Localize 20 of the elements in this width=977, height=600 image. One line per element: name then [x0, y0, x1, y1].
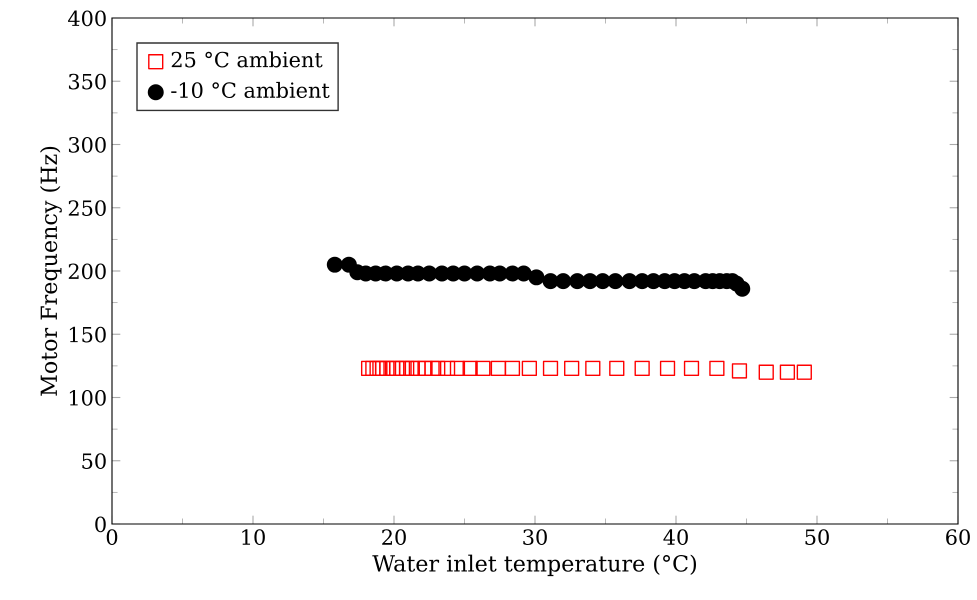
- x-tick-label: 0: [106, 529, 118, 545]
- x-axis-title: Water inlet temperature (°C): [372, 554, 696, 576]
- y-tick-label: 250: [68, 200, 106, 216]
- y-tick-label: 300: [68, 136, 106, 153]
- y-tick-label: 150: [70, 326, 106, 342]
- x-tick-label: 60: [946, 529, 970, 545]
- y-axis-title: Motor Frequency (Hz): [40, 146, 62, 396]
- x-tick-label: 10: [242, 529, 265, 545]
- x-tick-label: 50: [806, 529, 829, 545]
- y-tick-label: 0: [95, 516, 106, 532]
- x-tick-label: 30: [523, 529, 547, 545]
- y-tick-label: 350: [68, 74, 106, 90]
- y-tick-label: 200: [68, 263, 106, 280]
- x-tick-label: 40: [663, 529, 688, 545]
- y-tick-label: 400: [68, 10, 106, 26]
- y-tick-label: 50: [82, 453, 106, 469]
- x-tick-label: 20: [382, 529, 406, 545]
- legend-label: -10 °C ambient: [171, 82, 330, 98]
- legend-label: 25 °C ambient: [172, 51, 323, 68]
- y-tick-label: 100: [70, 390, 106, 406]
